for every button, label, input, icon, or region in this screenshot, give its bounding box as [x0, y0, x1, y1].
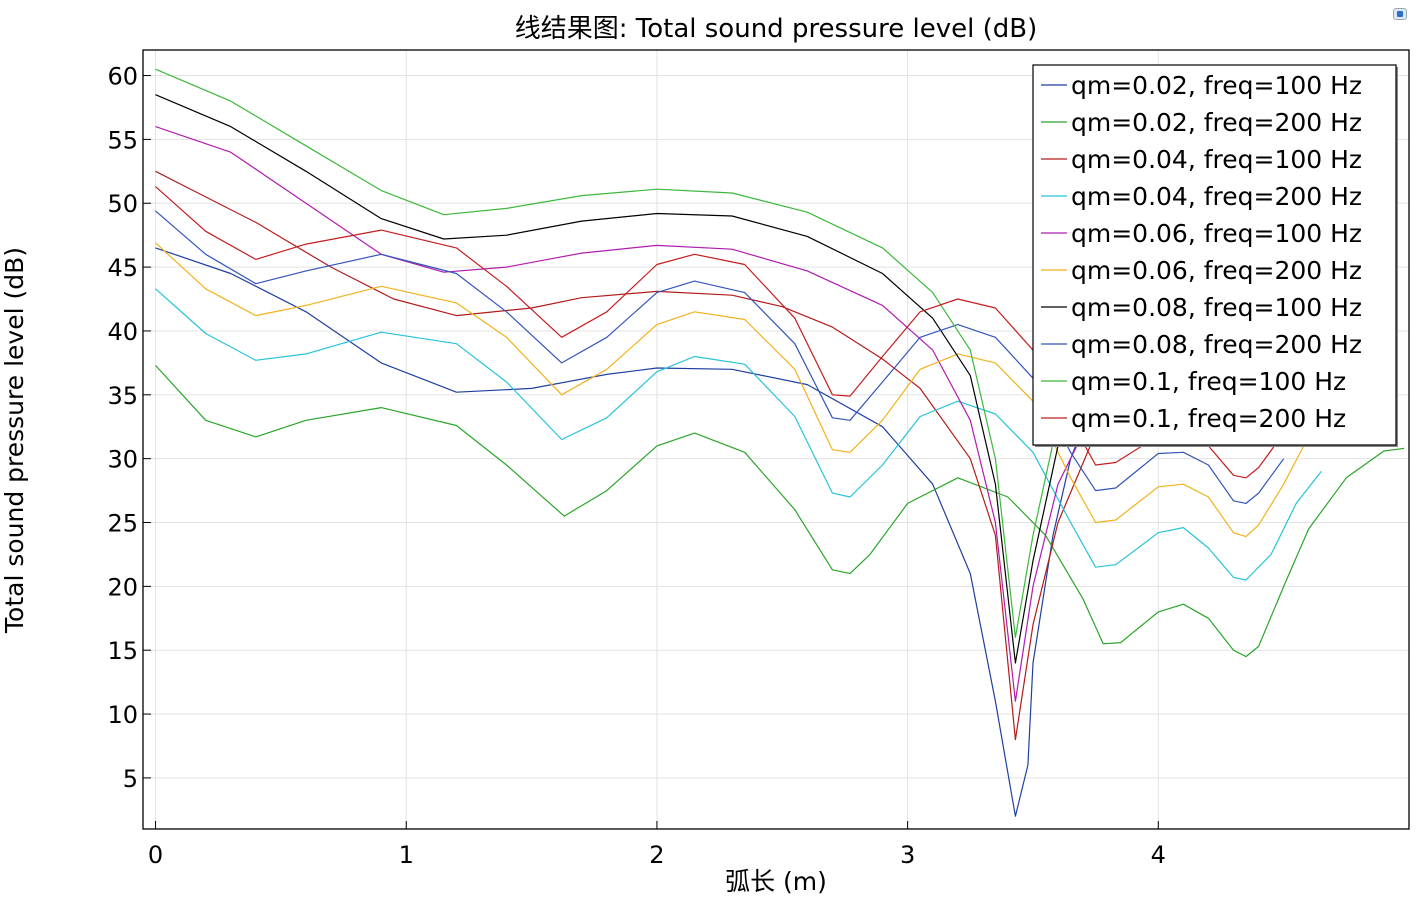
- legend-label: qm=0.06, freq=100 Hz: [1071, 219, 1362, 248]
- legend: qm=0.02, freq=100 Hz qm=0.02, freq=200 Hz…: [1032, 64, 1398, 447]
- x-tick-label: 2: [649, 841, 664, 869]
- y-tick-label: 35: [107, 382, 138, 410]
- plot-window-icon[interactable]: [1393, 8, 1407, 20]
- series-line-1: [155, 247, 1127, 817]
- legend-box: [1032, 64, 1397, 446]
- series-line-5: [155, 126, 1127, 702]
- y-tick-label: 30: [107, 446, 138, 474]
- series-line-7: [155, 94, 1127, 664]
- series-line-2: [155, 364, 1405, 658]
- chart-title: 线结果图: Total sound pressure level (dB): [515, 14, 1037, 44]
- y-tick-label: 55: [107, 126, 138, 154]
- x-axis-title: 弧长 (m): [725, 867, 827, 896]
- x-tick-label: 3: [900, 841, 915, 869]
- y-tick-label: 15: [107, 637, 138, 665]
- legend-label: qm=0.1, freq=200 Hz: [1071, 404, 1346, 433]
- y-axis-ticks: 5 10 15 20 25 30 35 40 45 50 55 60: [107, 63, 151, 793]
- x-tick-label: 0: [148, 841, 163, 869]
- y-tick-label: 25: [107, 510, 138, 538]
- series-line-9: [155, 68, 1127, 639]
- y-tick-label: 50: [107, 190, 138, 218]
- legend-label: qm=0.1, freq=100 Hz: [1071, 367, 1346, 396]
- legend-label: qm=0.06, freq=200 Hz: [1071, 256, 1362, 285]
- y-tick-label: 45: [107, 254, 138, 282]
- series-line-6: [155, 242, 1305, 538]
- y-axis-title: Total sound pressure level (dB): [0, 247, 29, 634]
- plot-lines: [155, 68, 1405, 817]
- plot-frame: [142, 49, 1410, 830]
- legend-label: qm=0.02, freq=100 Hz: [1071, 71, 1362, 100]
- legend-label: qm=0.08, freq=100 Hz: [1071, 293, 1362, 322]
- y-tick-label: 5: [123, 765, 138, 793]
- x-tick-label: 1: [399, 841, 414, 869]
- x-tick-label: 4: [1151, 841, 1166, 869]
- y-tick-label: 40: [107, 318, 138, 346]
- y-tick-label: 10: [107, 701, 138, 729]
- legend-label: qm=0.02, freq=200 Hz: [1071, 108, 1362, 137]
- x-axis-ticks: 0 1 2 3 4: [148, 821, 1166, 869]
- y-tick-label: 60: [107, 63, 138, 91]
- series-line-3: [155, 170, 1127, 741]
- legend-label: qm=0.08, freq=200 Hz: [1071, 330, 1362, 359]
- series-line-4: [155, 288, 1322, 581]
- y-tick-label: 20: [107, 573, 138, 601]
- legend-label: qm=0.04, freq=100 Hz: [1071, 145, 1362, 174]
- legend-label: qm=0.04, freq=200 Hz: [1071, 182, 1362, 211]
- series-line-8: [155, 210, 1285, 504]
